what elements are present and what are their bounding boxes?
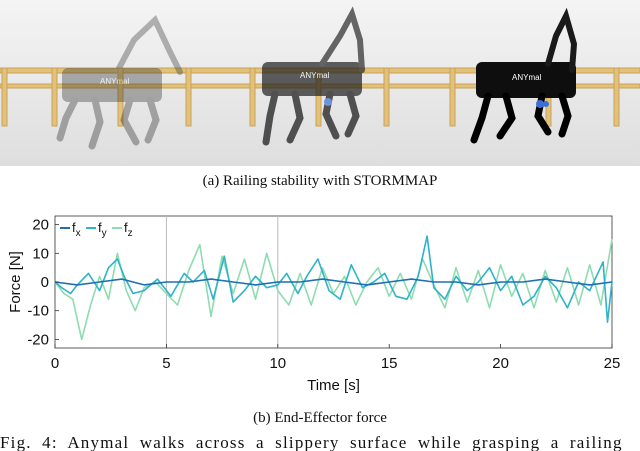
x-tick-label: 15 bbox=[381, 355, 398, 372]
robot-logo: ANYmal bbox=[512, 73, 542, 82]
force-chart: 0 5 10 15 20 25 20 10 0 -10 -20 fx fy fz Time [s] F… bbox=[7, 215, 621, 394]
y-tick-label: 0 bbox=[41, 274, 49, 291]
x-axis-label: Time [s] bbox=[307, 377, 360, 394]
series-group bbox=[54, 235, 613, 341]
simulation-render: ANYmal ANYmal ANYmal bbox=[0, 0, 640, 166]
y-tick-label: 20 bbox=[32, 217, 49, 234]
x-tick-label: 5 bbox=[162, 355, 170, 372]
robot-logo: ANYmal bbox=[300, 71, 330, 80]
y-axis-ticks: 20 10 0 -10 -20 bbox=[27, 217, 59, 348]
robot-current: ANYmal bbox=[470, 7, 578, 144]
robot-ghost-1: ANYmal bbox=[56, 14, 183, 150]
figure-caption: Fig. 4: Anymal walks across a slippery s… bbox=[0, 433, 623, 451]
series-line-fx bbox=[54, 278, 613, 286]
legend-label-fx: fx bbox=[72, 220, 81, 239]
y-tick-label: -20 bbox=[27, 331, 49, 348]
subfigure-caption-b: (b) End-Effector force bbox=[253, 410, 387, 426]
series-line-fy bbox=[54, 235, 613, 323]
y-axis-label: Force [N] bbox=[7, 251, 24, 313]
y-tick-label: -10 bbox=[27, 303, 49, 320]
x-tick-label: 10 bbox=[269, 355, 286, 372]
legend-label-fz: fz bbox=[124, 220, 133, 239]
subfigure-caption-a: (a) Railing stability with STORMMAP bbox=[202, 173, 438, 189]
legend-label-fy: fy bbox=[98, 220, 107, 239]
y-tick-label: 10 bbox=[32, 245, 49, 262]
x-axis-ticks: 0 5 10 15 20 25 bbox=[51, 344, 621, 372]
robot-logo: ANYmal bbox=[100, 77, 130, 86]
x-tick-label: 25 bbox=[604, 355, 621, 372]
x-tick-label: 20 bbox=[492, 355, 509, 372]
legend: fx fy fz bbox=[60, 220, 133, 239]
robot-ghost-2: ANYmal bbox=[262, 6, 365, 146]
series-line-fz bbox=[54, 238, 613, 341]
x-tick-label: 0 bbox=[51, 355, 59, 372]
